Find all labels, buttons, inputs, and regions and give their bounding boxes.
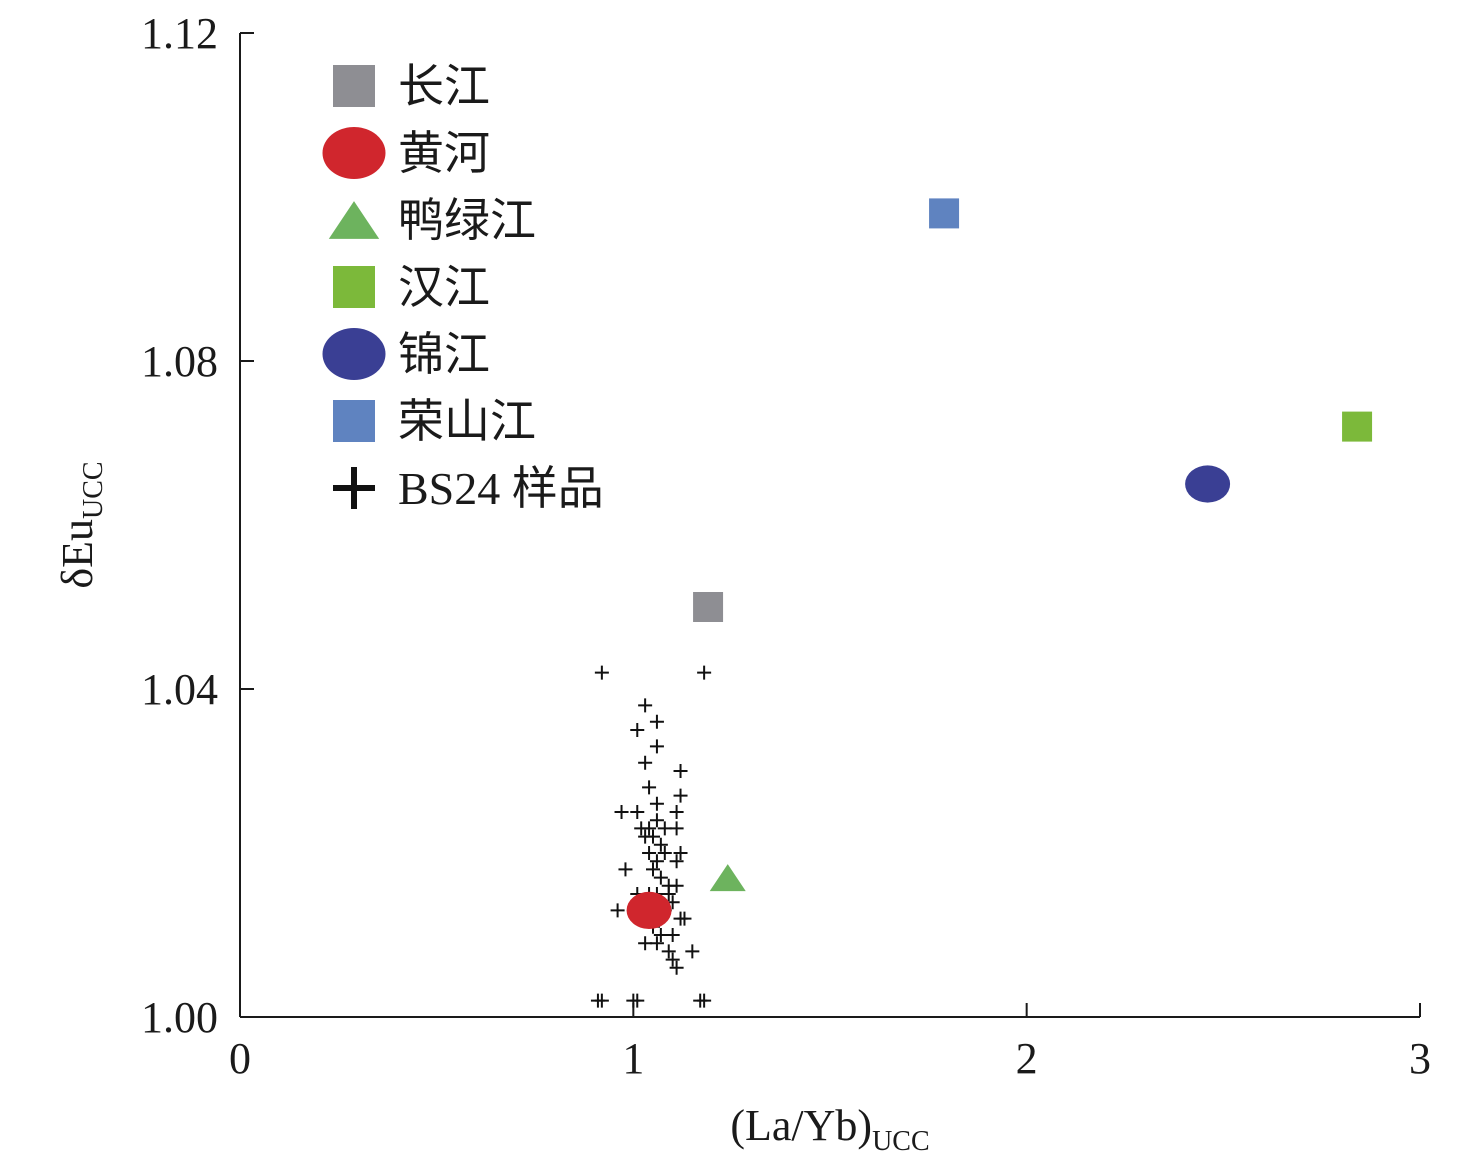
legend-marker bbox=[322, 126, 386, 180]
y-tick-label: 1.08 bbox=[141, 337, 218, 386]
x-tick-label: 3 bbox=[1409, 1034, 1431, 1083]
legend-item: 黄河 bbox=[322, 126, 490, 180]
data-point bbox=[657, 821, 672, 836]
data-point bbox=[610, 903, 625, 918]
data-point bbox=[638, 755, 653, 770]
data-point bbox=[642, 846, 657, 860]
data-point bbox=[594, 665, 609, 680]
data-point bbox=[649, 796, 664, 811]
legend-marker bbox=[333, 65, 375, 107]
series-series-4 bbox=[1342, 411, 1373, 442]
data-point bbox=[657, 846, 672, 860]
data-point bbox=[673, 764, 688, 778]
legend-marker bbox=[322, 327, 386, 381]
data-point bbox=[685, 944, 700, 959]
y-axis-title-main: δEu bbox=[53, 519, 102, 589]
data-point bbox=[638, 936, 653, 951]
legend-marker bbox=[333, 266, 375, 308]
data-point bbox=[630, 993, 645, 1008]
series-series-3 bbox=[709, 864, 746, 892]
data-point bbox=[638, 698, 653, 713]
data-point bbox=[673, 788, 688, 803]
y-axis-title: δEuUCC bbox=[53, 461, 109, 588]
data-point bbox=[709, 864, 746, 892]
series-bs24 bbox=[590, 665, 712, 1008]
series-series-5 bbox=[1185, 465, 1231, 503]
legend-marker bbox=[333, 467, 375, 509]
data-point bbox=[693, 592, 724, 622]
data-point bbox=[646, 862, 660, 877]
data-point bbox=[626, 891, 672, 930]
x-axis-title-sub: UCC bbox=[872, 1126, 930, 1157]
x-axis-title-main: (La/Yb) bbox=[730, 1101, 872, 1150]
data-point bbox=[669, 821, 684, 836]
legend-marker bbox=[328, 201, 380, 239]
data-point bbox=[649, 739, 664, 754]
data-point bbox=[1185, 465, 1231, 503]
x-tick-label: 1 bbox=[622, 1034, 644, 1083]
data-point bbox=[669, 960, 684, 975]
legend-label: 鸭绿江 bbox=[398, 195, 536, 246]
data-point bbox=[1342, 411, 1373, 442]
data-point bbox=[653, 870, 668, 885]
legend-marker bbox=[333, 400, 375, 442]
ticks: 0 1 2 3 1.00 1.04 1.08 1.12 bbox=[141, 9, 1431, 1083]
data-point bbox=[661, 944, 676, 959]
legend-label: BS24 样品 bbox=[398, 463, 604, 514]
data-point bbox=[697, 993, 712, 1008]
data-point bbox=[649, 714, 664, 729]
data-point bbox=[929, 198, 960, 229]
data-point bbox=[630, 723, 645, 737]
data-point bbox=[673, 846, 688, 860]
data-point bbox=[653, 928, 668, 942]
data-point bbox=[614, 805, 629, 819]
legend-label: 长江 bbox=[398, 61, 490, 112]
data-point bbox=[630, 805, 645, 819]
data-point bbox=[646, 829, 660, 844]
y-axis-title-sub: UCC bbox=[78, 461, 109, 519]
x-axis-title: (La/Yb)UCC bbox=[730, 1101, 929, 1157]
x-tick-label: 0 bbox=[229, 1034, 251, 1083]
data-point bbox=[669, 878, 684, 893]
legend-item: BS24 样品 bbox=[333, 463, 604, 514]
legend-label: 锦江 bbox=[398, 329, 490, 380]
x-tick-label: 2 bbox=[1016, 1034, 1038, 1083]
axes bbox=[239, 33, 1420, 1018]
plot-area bbox=[590, 198, 1373, 1008]
legend-item: 荣山江 bbox=[333, 396, 536, 447]
y-tick-label: 1.04 bbox=[141, 665, 218, 714]
data-point bbox=[697, 665, 712, 680]
data-point bbox=[669, 854, 684, 869]
data-point bbox=[649, 854, 664, 869]
series-series-1 bbox=[693, 592, 724, 622]
y-tick-label: 1.12 bbox=[141, 9, 218, 58]
data-point bbox=[661, 887, 676, 901]
series-series-6 bbox=[929, 198, 960, 229]
legend-label: 荣山江 bbox=[398, 396, 536, 447]
legend-item: 锦江 bbox=[322, 327, 490, 381]
data-point bbox=[665, 928, 680, 942]
legend-item: 鸭绿江 bbox=[328, 195, 536, 246]
data-point bbox=[642, 780, 657, 795]
data-point bbox=[669, 805, 684, 819]
legend-label: 黄河 bbox=[398, 128, 490, 179]
data-point bbox=[653, 837, 668, 852]
legend-label: 汉江 bbox=[398, 262, 490, 313]
data-point bbox=[642, 821, 657, 836]
legend-item: 汉江 bbox=[333, 262, 490, 313]
legend-item: 长江 bbox=[333, 61, 490, 112]
data-point bbox=[649, 813, 664, 828]
y-tick-label: 1.00 bbox=[141, 993, 218, 1042]
data-point bbox=[618, 862, 633, 877]
data-point bbox=[649, 936, 664, 951]
data-point bbox=[673, 911, 688, 926]
series-series-2 bbox=[626, 891, 672, 930]
data-point bbox=[665, 952, 680, 967]
data-point bbox=[594, 993, 609, 1008]
